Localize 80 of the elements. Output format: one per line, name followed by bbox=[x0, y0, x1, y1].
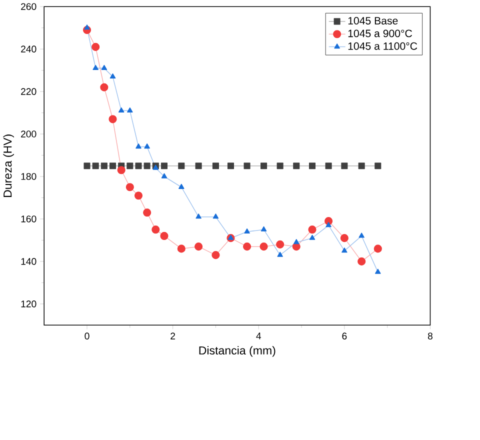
point bbox=[309, 234, 316, 240]
point bbox=[244, 228, 250, 234]
point bbox=[126, 183, 134, 192]
legend-label: 1045 a 900°C bbox=[348, 30, 412, 38]
point bbox=[293, 239, 300, 244]
point bbox=[340, 234, 348, 242]
legend-label: 1045 Base bbox=[348, 17, 398, 25]
x-tick-label: 2 bbox=[170, 332, 176, 340]
point bbox=[227, 162, 234, 170]
point bbox=[134, 192, 143, 200]
point bbox=[212, 251, 220, 260]
point bbox=[160, 162, 168, 170]
point bbox=[144, 162, 150, 170]
point bbox=[358, 257, 366, 266]
point bbox=[326, 222, 332, 228]
point bbox=[308, 226, 316, 234]
point bbox=[260, 242, 268, 251]
point bbox=[143, 208, 152, 217]
y-tick-label: 220 bbox=[21, 88, 36, 96]
point bbox=[100, 83, 108, 92]
point bbox=[161, 173, 168, 178]
x-tick-label: 6 bbox=[342, 332, 347, 340]
y-tick-label: 140 bbox=[21, 258, 36, 265]
point bbox=[358, 232, 364, 238]
x-tick-label: 8 bbox=[428, 332, 432, 340]
y-axis-title: Dureza (HV) bbox=[3, 134, 14, 198]
point bbox=[212, 162, 219, 170]
point bbox=[177, 244, 186, 253]
y-tick-label: 160 bbox=[21, 216, 36, 222]
point bbox=[276, 240, 284, 249]
point bbox=[244, 162, 250, 170]
point bbox=[178, 162, 185, 170]
point bbox=[100, 162, 108, 170]
point bbox=[160, 232, 168, 240]
point bbox=[127, 107, 133, 113]
point bbox=[212, 214, 219, 219]
point bbox=[92, 162, 99, 170]
point bbox=[92, 42, 100, 52]
point bbox=[110, 73, 116, 79]
point bbox=[195, 162, 202, 170]
point bbox=[308, 162, 316, 170]
point bbox=[277, 252, 283, 257]
point bbox=[260, 162, 268, 170]
point bbox=[136, 144, 142, 149]
point bbox=[325, 162, 332, 170]
point bbox=[84, 24, 90, 30]
point bbox=[178, 184, 184, 190]
point bbox=[276, 162, 284, 170]
point bbox=[243, 242, 252, 251]
point bbox=[126, 162, 134, 170]
point bbox=[374, 244, 382, 253]
legend-label: 1045 a 1100°C bbox=[348, 42, 418, 50]
point bbox=[117, 166, 126, 174]
point bbox=[358, 162, 365, 170]
y-tick-label: 200 bbox=[21, 130, 36, 138]
point bbox=[342, 248, 348, 253]
x-tick-label: 4 bbox=[256, 332, 262, 340]
point bbox=[109, 162, 116, 170]
y-tick-label: 260 bbox=[21, 3, 36, 10]
point bbox=[228, 234, 234, 240]
y-tick-label: 180 bbox=[21, 173, 36, 180]
point bbox=[260, 226, 267, 232]
point bbox=[108, 115, 117, 124]
point bbox=[341, 162, 348, 170]
point bbox=[135, 162, 142, 170]
x-tick-label: 0 bbox=[84, 332, 90, 340]
point bbox=[152, 226, 160, 234]
point bbox=[375, 268, 381, 274]
point bbox=[101, 64, 108, 70]
y-tick-label: 240 bbox=[21, 46, 36, 53]
point bbox=[196, 214, 202, 219]
point bbox=[194, 242, 203, 251]
point bbox=[144, 144, 150, 149]
x-axis-title: Distancia (mm) bbox=[199, 346, 276, 357]
point bbox=[374, 162, 382, 170]
point bbox=[92, 64, 98, 70]
point bbox=[293, 162, 300, 170]
point bbox=[118, 107, 124, 113]
point bbox=[84, 162, 90, 170]
y-tick-label: 120 bbox=[21, 300, 36, 308]
